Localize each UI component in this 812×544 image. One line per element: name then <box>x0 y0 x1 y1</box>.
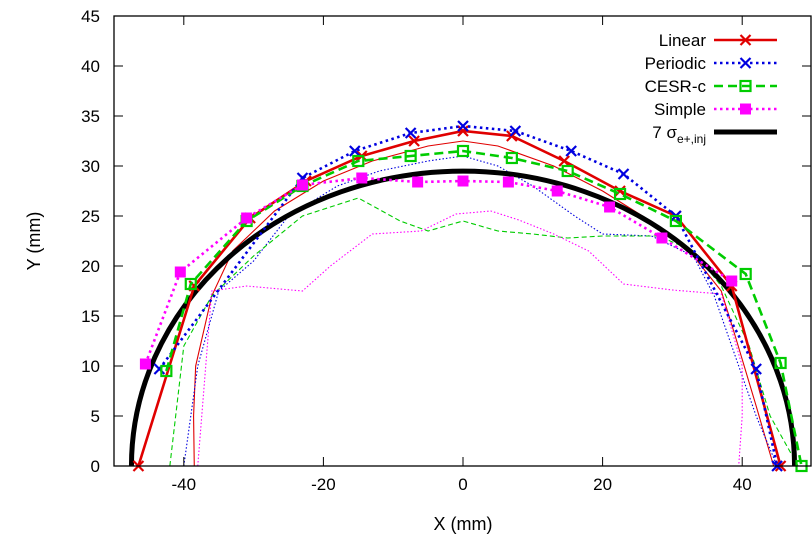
data-point <box>617 168 630 180</box>
y-tick-label: 10 <box>81 357 100 376</box>
legend-label: CESR-c <box>645 77 707 96</box>
series-line <box>144 176 733 365</box>
legend-label: Periodic <box>645 54 707 73</box>
thin-curve <box>183 155 778 467</box>
data-point <box>558 155 570 167</box>
data-point <box>139 358 151 370</box>
data-point <box>404 149 417 163</box>
data-point <box>561 164 574 178</box>
thin-curve <box>193 140 775 467</box>
data-point <box>509 125 522 137</box>
y-axis-ticks: 0 5 10 15 20 25 30 35 40 45 <box>81 7 811 476</box>
y-tick-label: 35 <box>81 107 100 126</box>
data-point <box>750 363 762 375</box>
data-point <box>457 125 469 137</box>
legend-label: 7 σe+,inj <box>652 123 706 146</box>
data-point <box>160 364 173 378</box>
x-tick-label: 40 <box>733 475 752 494</box>
data-point <box>502 176 514 188</box>
x-axis-label: X (mm) <box>434 514 493 534</box>
data-point <box>774 356 787 370</box>
x-tick-label: 0 <box>458 475 467 494</box>
data-point <box>551 185 563 197</box>
thin-curve <box>197 210 743 467</box>
y-axis-label: Y (mm) <box>24 212 44 271</box>
data-point <box>356 172 368 184</box>
data-point <box>457 120 469 132</box>
data-point <box>505 151 518 165</box>
series-line <box>158 124 779 467</box>
y-tick-label: 45 <box>81 7 100 26</box>
envelope-line <box>128 168 798 467</box>
x-tick-label: 20 <box>593 475 612 494</box>
series-layer <box>128 120 808 473</box>
x-tick-label: -40 <box>172 475 197 494</box>
series-4 <box>128 168 798 467</box>
legend-marker <box>739 79 752 93</box>
data-point <box>669 214 682 228</box>
y-tick-label: 25 <box>81 207 100 226</box>
data-point <box>613 187 627 201</box>
legend-label: Linear <box>659 31 707 50</box>
y-tick-label: 40 <box>81 57 100 76</box>
y-tick-label: 20 <box>81 257 100 276</box>
y-tick-label: 15 <box>81 307 100 326</box>
thin-curve <box>169 197 799 467</box>
legend-label: Simple <box>654 100 706 119</box>
data-point <box>241 212 253 224</box>
plot-frame <box>113 15 812 467</box>
y-tick-label: 30 <box>81 157 100 176</box>
x-axis-ticks: -40 -20 0 20 40 <box>172 16 752 494</box>
legend-marker <box>740 103 751 115</box>
series-3 <box>139 172 738 370</box>
y-tick-label: 0 <box>91 457 100 476</box>
data-point <box>656 232 668 244</box>
series-line <box>165 149 803 467</box>
data-point <box>457 175 469 187</box>
data-point <box>726 275 738 287</box>
x-tick-label: -20 <box>311 475 336 494</box>
data-point <box>565 145 577 157</box>
legend-marker <box>739 34 752 46</box>
data-point <box>408 135 420 147</box>
data-point <box>349 145 361 157</box>
data-point <box>296 179 308 191</box>
legend-marker <box>739 57 752 69</box>
data-point <box>352 154 365 168</box>
data-point <box>412 176 424 188</box>
data-point <box>739 267 752 281</box>
thin-curves <box>169 140 799 467</box>
data-point <box>456 144 470 158</box>
series-2 <box>160 144 808 473</box>
data-point <box>404 127 417 139</box>
data-point <box>174 266 186 278</box>
data-point <box>604 201 616 213</box>
y-tick-label: 5 <box>91 407 100 426</box>
data-point <box>614 185 626 197</box>
data-point <box>184 277 197 291</box>
legend: Linear Periodic CESR-c Simple 7 σe+,inj <box>645 31 777 146</box>
